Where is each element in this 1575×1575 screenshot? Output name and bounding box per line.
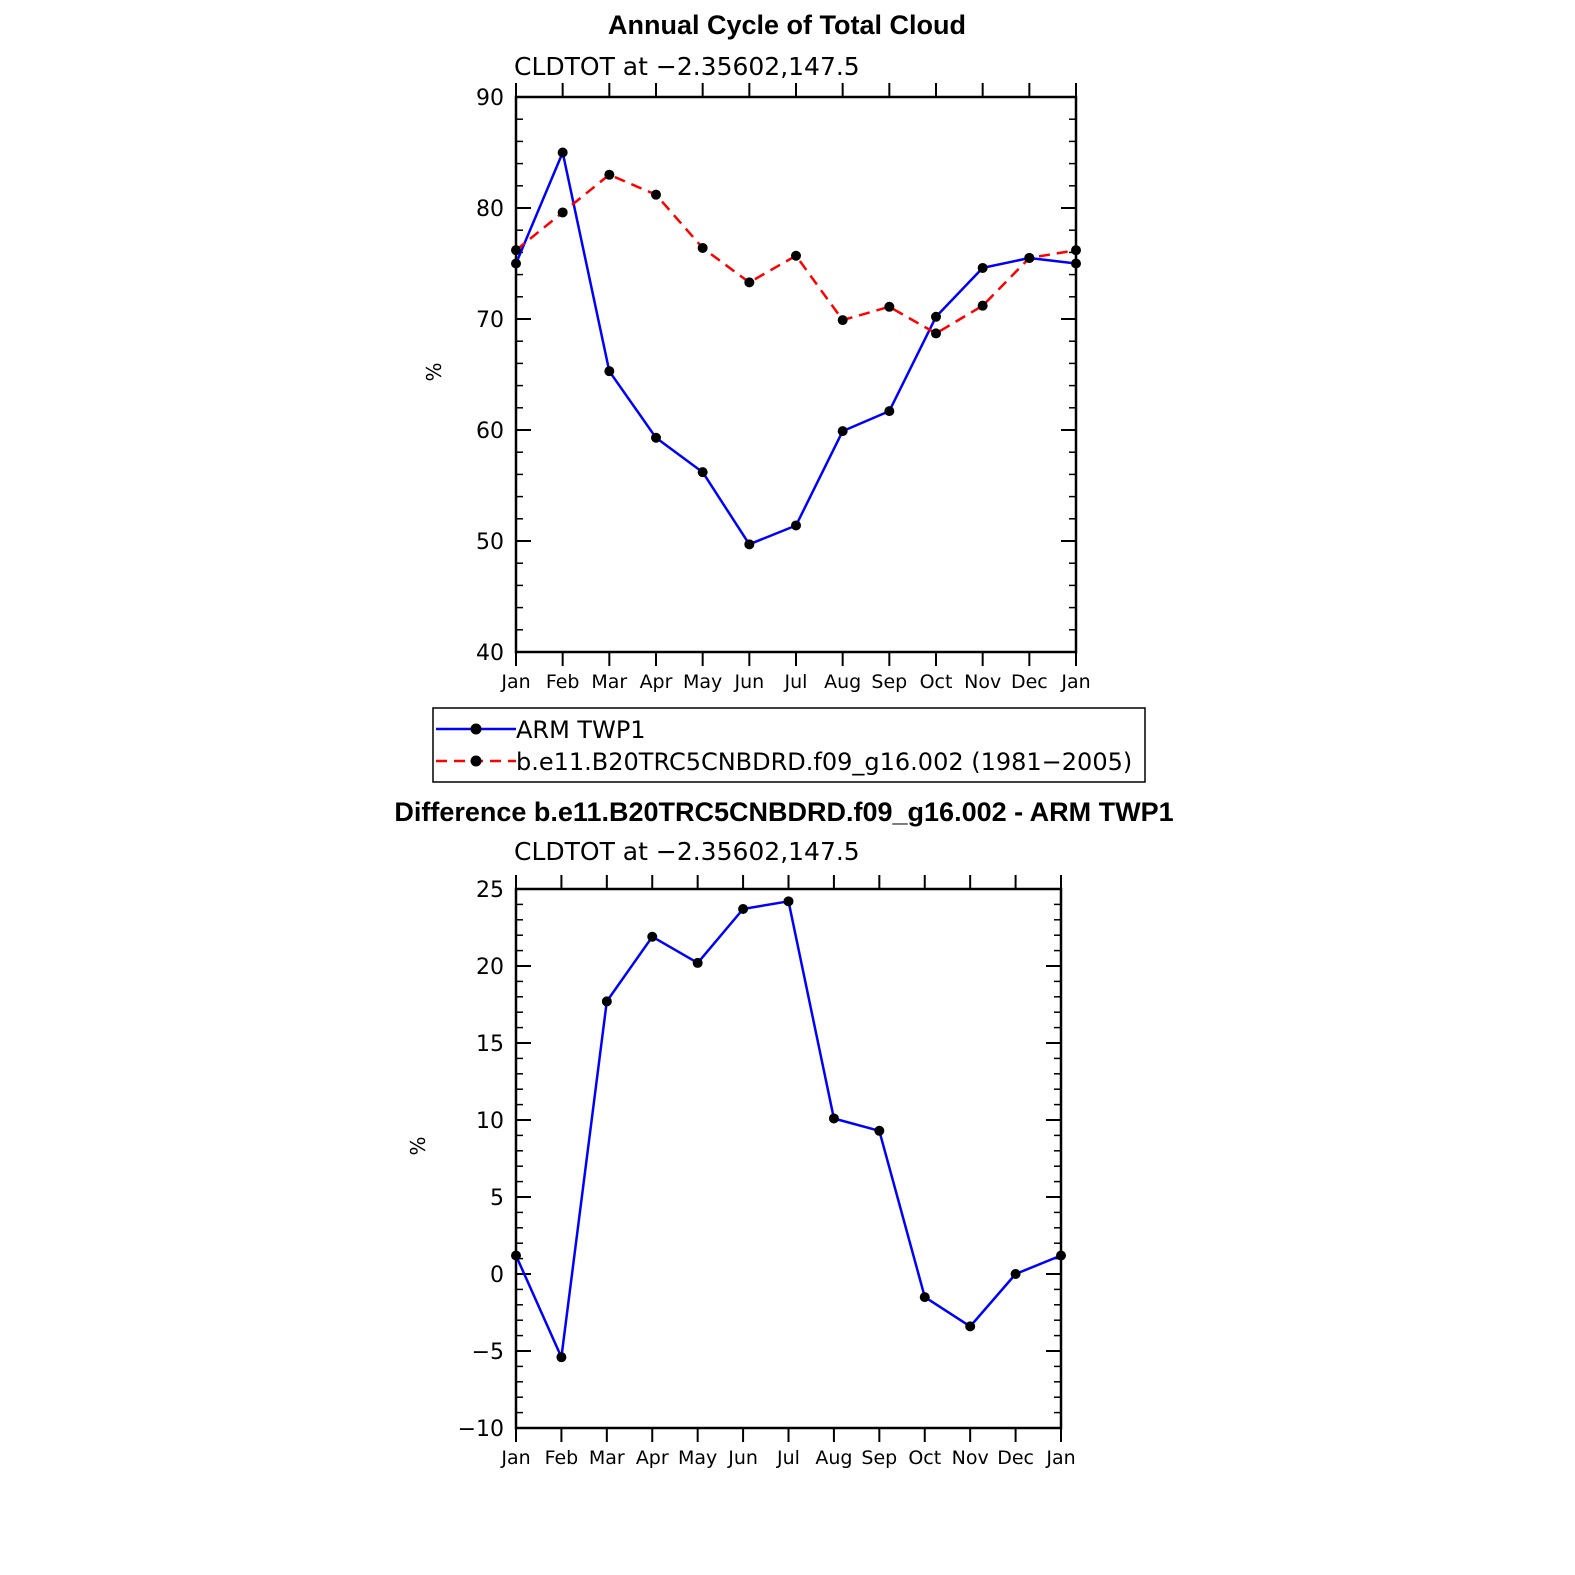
x-tick-label: Aug [815, 1447, 852, 1469]
y-tick-label: 80 [476, 197, 504, 222]
data-point-series-0 [874, 1125, 885, 1136]
y-tick-label: 15 [476, 1032, 504, 1057]
legend-marker-model [470, 755, 482, 767]
data-point-series-1 [744, 277, 755, 288]
y-tick-label: 60 [476, 419, 504, 444]
x-tick-label: Oct [920, 671, 953, 693]
data-point-series-0 [791, 520, 801, 531]
plot-frame [514, 887, 1063, 1430]
x-tick-label: Jul [776, 1447, 800, 1469]
plot-frame [514, 95, 1078, 654]
y-tick-label: −10 [458, 1417, 504, 1442]
legend-entry-model: b.e11.B20TRC5CNBDRD.f09_g16.002 (1981−20… [436, 748, 1132, 776]
x-tick-label: Aug [824, 671, 861, 693]
data-point-series-1 [837, 315, 848, 326]
x-tick-label: Nov [952, 1447, 989, 1469]
x-tick-label: Jun [727, 1447, 758, 1469]
data-point-series-1 [651, 189, 661, 200]
data-point-series-0 [1010, 1269, 1021, 1279]
data-point-series-0 [738, 904, 749, 915]
legend-marker-arm [470, 723, 482, 735]
data-point-series-1 [791, 250, 801, 261]
x-tick-label: May [678, 1447, 717, 1469]
legend-label-arm: ARM TWP1 [516, 716, 646, 744]
y-tick-label: 90 [476, 86, 504, 111]
series-line-0 [514, 900, 1062, 1359]
data-point-series-0 [651, 432, 661, 443]
legend-entry-arm-twp1: ARM TWP1 [436, 716, 646, 744]
x-tick-label: Sep [871, 671, 907, 693]
x-tick-label: Dec [997, 1447, 1034, 1469]
legend-label-model: b.e11.B20TRC5CNBDRD.f09_g16.002 (1981−20… [516, 748, 1132, 776]
data-point-series-0 [557, 147, 568, 158]
y-tick-label: 70 [476, 308, 504, 333]
data-point-series-0 [977, 262, 988, 273]
x-tick-label: Jan [1045, 1447, 1075, 1469]
data-point-series-0 [965, 1321, 976, 1332]
y-tick-label: 25 [476, 878, 504, 903]
data-point-series-0 [647, 931, 658, 942]
annual-cycle-panel: Annual Cycle of Total Cloud CLDTOT at −2… [422, 10, 1091, 693]
y-axis-title: % [406, 1136, 430, 1155]
x-tick-label: Jun [733, 671, 764, 693]
y-tick-label: 50 [476, 530, 504, 555]
chart-subtitle: CLDTOT at −2.35602,147.5 [514, 52, 860, 81]
data-point-series-0 [556, 1352, 567, 1363]
data-point-series-1 [697, 242, 708, 253]
x-tick-label: May [683, 671, 722, 693]
data-point-series-0 [837, 426, 848, 437]
chart-subtitle: CLDTOT at −2.35602,147.5 [514, 837, 860, 866]
data-point-series-0 [828, 1113, 839, 1124]
data-point-series-0 [692, 957, 703, 968]
x-tick-label: Jul [784, 671, 808, 693]
y-tick-label: 5 [490, 1186, 504, 1211]
data-point-series-1 [1024, 252, 1035, 263]
x-tick-label: Mar [589, 1447, 625, 1469]
data-point-series-1 [884, 301, 895, 312]
y-tick-label: 40 [476, 641, 504, 666]
x-tick-label: Jan [1060, 671, 1090, 693]
x-tick-label: Mar [591, 671, 627, 693]
chart-title: Annual Cycle of Total Cloud [608, 10, 966, 40]
data-point-series-0 [783, 896, 794, 907]
x-tick-label: Oct [908, 1447, 941, 1469]
legend-box [432, 707, 1146, 783]
y-tick-label: 0 [490, 1263, 504, 1288]
data-point-series-1 [931, 328, 941, 339]
y-tick-label: 10 [476, 1109, 504, 1134]
x-tick-label: Jan [500, 671, 530, 693]
data-point-series-0 [604, 366, 615, 377]
x-tick-label: Jan [500, 1447, 530, 1469]
data-point-series-1 [604, 169, 615, 180]
data-point-series-0 [931, 311, 941, 322]
legend: ARM TWP1 b.e11.B20TRC5CNBDRD.f09_g16.002… [432, 707, 1146, 783]
x-tick-label: Nov [964, 671, 1001, 693]
x-tick-label: Feb [545, 1447, 579, 1469]
y-axis-title: % [422, 362, 446, 381]
data-point-series-0 [601, 996, 612, 1007]
data-point-series-0 [744, 539, 755, 550]
x-tick-label: Sep [861, 1447, 897, 1469]
series-line-0 [514, 151, 1077, 546]
data-point-series-0 [697, 467, 708, 478]
x-tick-label: Apr [640, 671, 673, 693]
difference-panel: Difference b.e11.B20TRC5CNBDRD.f09_g16.0… [394, 797, 1173, 1469]
y-tick-label: −5 [472, 1340, 504, 1365]
data-point-series-1 [977, 300, 988, 311]
data-point-series-0 [884, 406, 895, 417]
y-tick-label: 20 [476, 955, 504, 980]
x-tick-label: Feb [546, 671, 580, 693]
data-point-series-1 [557, 207, 568, 218]
x-tick-label: Apr [636, 1447, 669, 1469]
data-point-series-0 [919, 1292, 930, 1303]
x-tick-label: Dec [1011, 671, 1048, 693]
chart-title: Difference b.e11.B20TRC5CNBDRD.f09_g16.0… [394, 797, 1173, 827]
